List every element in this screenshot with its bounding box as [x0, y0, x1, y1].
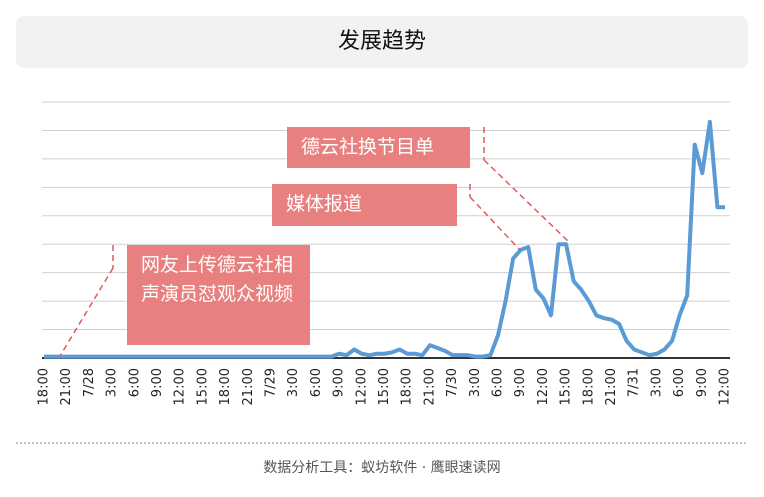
- x-tick-label: 6:00: [491, 368, 506, 397]
- x-tick-label: 9:00: [695, 368, 710, 397]
- x-tick-label: 6:00: [672, 368, 687, 397]
- annotation-leader: [59, 267, 114, 357]
- annotation: 德云社换节目单: [287, 127, 470, 168]
- x-tick-label: 18:00: [581, 368, 596, 405]
- x-tick-label: 12:00: [354, 368, 369, 405]
- x-tick-label: 21:00: [604, 368, 619, 405]
- x-tick-label: 18:00: [37, 368, 52, 405]
- annotation-leader: [483, 159, 571, 244]
- annotation-leader: [469, 196, 521, 251]
- x-tick-label: 6:00: [309, 368, 324, 397]
- x-tick-label: 7/28: [82, 368, 97, 397]
- x-tick-label: 18:00: [218, 368, 233, 405]
- x-tick-label: 7/31: [627, 368, 642, 397]
- annotation: 网友上传德云社相声演员怼观众视频: [127, 245, 310, 345]
- x-tick-label: 9:00: [332, 368, 347, 397]
- x-tick-label: 12:00: [536, 368, 551, 405]
- x-tick-label: 6:00: [127, 368, 142, 397]
- x-tick-label: 9:00: [513, 368, 528, 397]
- x-tick-label: 9:00: [150, 368, 165, 397]
- x-tick-label: 3:00: [649, 368, 664, 397]
- x-tick-label: 21:00: [59, 368, 74, 405]
- footer: 数据分析工具：蚁坊软件 · 鹰眼速读网: [263, 459, 500, 476]
- title-box: [16, 16, 748, 68]
- x-tick-label: 15:00: [195, 368, 210, 405]
- x-tick-label: 21:00: [422, 368, 437, 405]
- x-tick-label: 3:00: [105, 368, 120, 397]
- x-tick-label: 15:00: [559, 368, 574, 405]
- x-tick-label: 3:00: [286, 368, 301, 397]
- x-tick-label: 12:00: [173, 368, 188, 405]
- x-tick-label: 3:00: [468, 368, 483, 397]
- x-tick-label: 7/30: [445, 368, 460, 397]
- annotation: 媒体报道: [272, 184, 457, 226]
- chart-title: 发展趋势: [338, 29, 426, 54]
- x-tick-label: 21:00: [241, 368, 256, 405]
- x-tick-label: 12:00: [718, 368, 733, 405]
- x-tick-label: 18:00: [400, 368, 415, 405]
- x-tick-label: 7/29: [264, 368, 279, 397]
- line: [44, 119, 725, 359]
- x-tick-label: 15:00: [377, 368, 392, 405]
